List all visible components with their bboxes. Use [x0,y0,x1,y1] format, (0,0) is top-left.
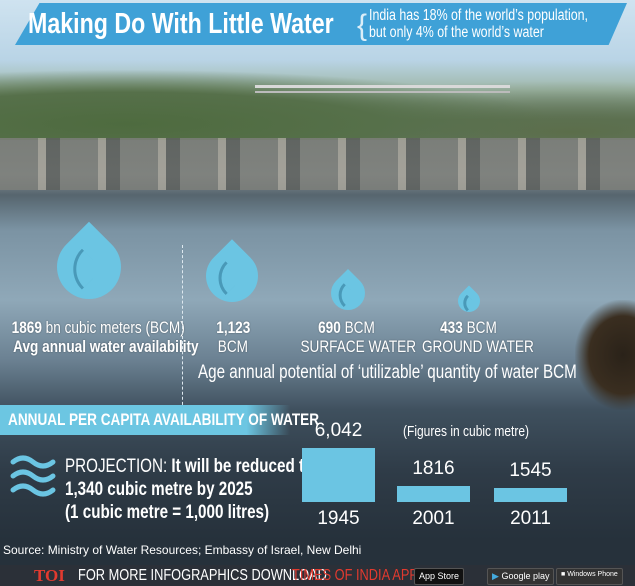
projection-text: PROJECTION: It will be reduced to 1,340 … [65,456,314,523]
photo-dam [0,138,635,190]
water-drop-icon [323,268,373,318]
value-label-2001: 1816 [412,457,455,479]
drop-label-ground: 433 BCM GROUND WATER [421,318,534,356]
toi-logo[interactable]: TOI [34,566,65,585]
photo-dam-gantry [255,85,510,93]
drop-label-surface: 690 BCM SURFACE WATER [300,318,417,356]
water-drop-icon [43,221,135,313]
bar-2001 [397,485,470,502]
source-note: Source: Ministry of Water Resources; Emb… [3,543,362,557]
bar-2011 [494,488,567,502]
windows-icon: ■ [561,571,566,578]
footer-bar [0,565,635,586]
google-play-button[interactable]: ▶ Google play [487,568,555,585]
subtitle: India has 18% of the world’s population,… [369,7,588,41]
brace-divider: { [357,9,368,42]
title-banner [15,3,627,45]
year-label-2011: 2011 [510,508,551,529]
photo-hills [0,60,635,140]
water-drop-icon [453,285,485,317]
play-icon: ▶ [492,571,499,581]
waves-icon [10,455,56,497]
year-label-2001: 2001 [412,508,455,529]
year-label-1945: 1945 [317,508,360,529]
footer-text: FOR MORE INFOGRAPHICS DOWNLOAD [78,567,327,584]
windows-phone-button[interactable]: ■ Windows Phone [556,568,623,585]
chart-note: (Figures in cubic metre) [403,423,530,440]
drop-label-utilizable: 1,123 BCM [215,318,251,356]
drops-caption: Age annual potential of ‘utilizable’ qua… [198,362,577,383]
divider-line [182,245,186,420]
section-title: ANNUAL PER CAPITA AVAILABILITY OF WATER [8,410,320,429]
section-header-bar [0,405,290,435]
app-store-button[interactable]: App Store [414,568,465,585]
page-title: Making Do With Little Water [28,8,334,40]
photo-rocks [575,300,635,410]
footer-app-name[interactable]: TIMES OF INDIA APP [292,567,418,584]
water-drop-icon [195,239,269,313]
drop-label-total: 1869 bn cubic meters (BCM) Avg annual wat… [11,318,199,356]
value-label-1945: 6,042 [314,420,363,441]
bar-1945 [302,448,375,502]
value-label-2011: 1545 [509,460,552,482]
